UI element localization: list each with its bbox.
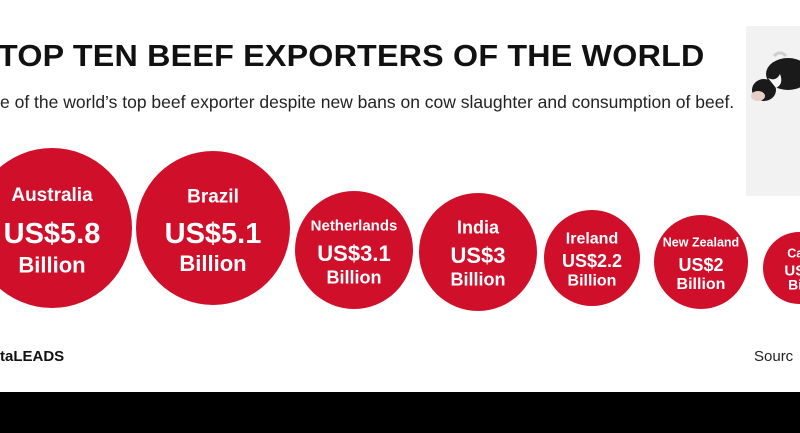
bubble-value-label: US$3 bbox=[450, 243, 505, 268]
bubble-country-label: India bbox=[457, 218, 500, 238]
cow-photo bbox=[746, 26, 800, 196]
bottom-bar bbox=[0, 392, 800, 433]
bubble-value-label: US$5.1 bbox=[165, 218, 262, 250]
bubble-australia: Australia US$5.8 Billion bbox=[0, 148, 132, 308]
bubble-value-label: US$2 bbox=[678, 255, 723, 275]
chart-title: TOP TEN BEEF EXPORTERS OF THE WORLD bbox=[0, 38, 705, 73]
bubble-unit-label: Billion bbox=[568, 273, 617, 290]
bubble-circle bbox=[763, 232, 800, 304]
bubble-unit-label: Billion bbox=[18, 253, 85, 278]
bubble-unit-label: Billion bbox=[327, 267, 382, 287]
bubble-circle bbox=[419, 193, 537, 311]
bubble-country-label: Netherlands bbox=[311, 217, 398, 234]
footer-brand: taLEADS bbox=[0, 348, 65, 365]
footer-source: Sourc bbox=[754, 348, 794, 365]
bubble-value-label: US$ bbox=[784, 262, 800, 279]
bubble-circle bbox=[295, 191, 413, 309]
bubble-circle bbox=[544, 210, 640, 306]
bubble-country-label: Can bbox=[787, 246, 800, 260]
bubble-unit-label: Billion bbox=[179, 251, 246, 276]
bubble-value-label: US$2.2 bbox=[562, 251, 622, 271]
bubble-chart: AustraliaUS$5.8BillionBrazilUS$5.1Billio… bbox=[0, 148, 800, 311]
bubble-country-label: New Zealand bbox=[663, 236, 739, 250]
bubble-circle bbox=[654, 215, 748, 309]
bubble-unit-label: Billion bbox=[451, 269, 506, 289]
bubble-country-label: Brazil bbox=[187, 186, 239, 207]
bubble-unit-label: Bill bbox=[788, 276, 800, 292]
bubble-country-label: Australia bbox=[11, 185, 93, 206]
bubble-value-label: US$5.8 bbox=[4, 218, 101, 250]
bubble-circle bbox=[136, 151, 290, 305]
bubble-country-label: Ireland bbox=[566, 230, 618, 247]
chart-subtitle: e of the world’s top beef exporter despi… bbox=[0, 92, 735, 112]
bubble-circle bbox=[0, 148, 132, 308]
bubble-ireland: Ireland US$2.2 Billion bbox=[544, 210, 640, 306]
bubble-unit-label: Billion bbox=[677, 276, 726, 293]
bubble-value-label: US$3.1 bbox=[317, 241, 390, 266]
bubble-can: Can US$Bill bbox=[763, 232, 800, 304]
